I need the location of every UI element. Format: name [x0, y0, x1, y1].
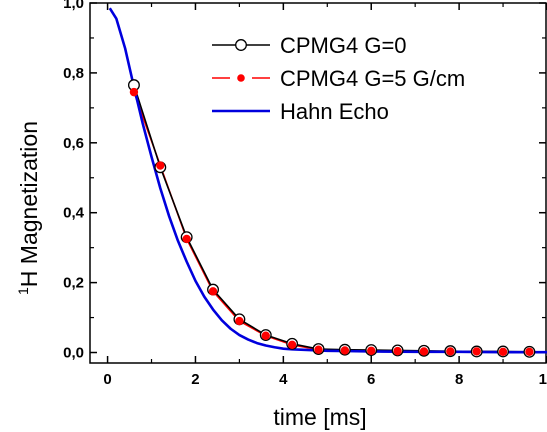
data-point-series-2-overlay: [261, 331, 270, 340]
data-point-series-2-overlay: [525, 348, 534, 356]
data-point-series-2-overlay: [288, 341, 296, 349]
data-point-series-2-overlay: [472, 347, 481, 356]
data-point-series-2-overlay: [393, 347, 402, 355]
y-tick-label: 0,8: [63, 65, 84, 82]
series-line-2: [133, 91, 530, 353]
series-line-3: [108, 7, 547, 354]
y-axis-title-superscript: 1: [15, 287, 31, 295]
x-axis-title: time [ms]: [273, 404, 366, 430]
legend-label: CPMG4 G=5 G/cm: [280, 66, 465, 91]
y-tick-label: 0,4: [63, 205, 85, 222]
x-tick-label: 2: [191, 371, 199, 388]
x-tick-label: 4: [279, 371, 288, 388]
x-tick-label: 8: [455, 371, 463, 388]
data-point-series-2-overlay: [235, 317, 244, 325]
legend-marker-2: [237, 74, 245, 82]
series-line-1: [133, 84, 530, 353]
data-point-series-2-overlay: [446, 347, 455, 356]
data-point-series-2-overlay: [209, 287, 217, 296]
legend-marker-1: [235, 39, 247, 51]
y-tick-label: 0,2: [63, 275, 84, 292]
data-point-series-2-overlay: [420, 347, 428, 356]
legend-label: CPMG4 G=0: [280, 33, 407, 58]
y-tick-label: 0,0: [63, 345, 84, 362]
y-axis-title-main: H Magnetization: [16, 121, 42, 287]
data-point-series-2-overlay: [182, 235, 191, 243]
plot-frame: [89, 2, 547, 364]
data-point-series-2-overlay: [499, 348, 507, 356]
y-tick-label: 1,0: [63, 0, 84, 12]
data-point-series-2-overlay: [367, 346, 376, 355]
x-tick-label: 10: [539, 371, 547, 388]
y-axis-title: 1H Magnetization: [15, 121, 42, 295]
data-point-series-2-overlay: [130, 88, 138, 96]
y-tick-label: 0,6: [63, 135, 84, 152]
data-point-series-2-overlay: [314, 345, 323, 354]
x-tick-label: 0: [103, 371, 111, 388]
legend-label: Hahn Echo: [280, 99, 389, 124]
data-point-series-2-overlay: [341, 346, 349, 355]
data-point-series-2-overlay: [156, 161, 165, 170]
x-tick-label: 6: [367, 371, 375, 388]
